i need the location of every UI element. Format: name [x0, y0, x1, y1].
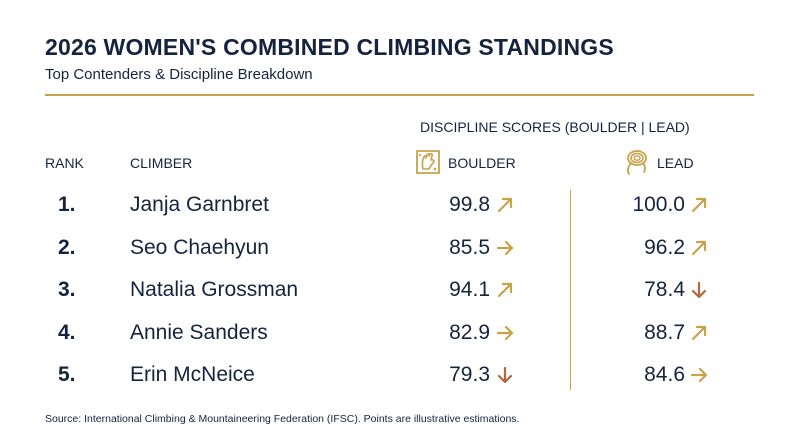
boulder-column-header: BOULDER [448, 155, 516, 171]
rank-cell: 2. [58, 235, 76, 259]
climber-name: Seo Chaehyun [130, 235, 269, 259]
discipline-group-header: DISCIPLINE SCORES (BOULDER | LEAD) [420, 119, 690, 135]
lead-score: 96.2 [644, 235, 685, 259]
trend-flat-icon [690, 367, 708, 383]
trend-up-icon [691, 325, 707, 340]
lead-column-header: LEAD [657, 155, 694, 171]
trend-up-icon [497, 197, 513, 213]
boulder-score: 82.9 [449, 320, 490, 344]
lead-score: 78.4 [644, 278, 685, 301]
discipline-divider [570, 190, 571, 390]
trend-down-icon [691, 281, 707, 299]
climber-name: Natalia Grossman [130, 278, 299, 301]
lead-score: 100.0 [632, 193, 685, 216]
table-row: 5. Erin McNeice 79.3 84.6 [0, 363, 800, 403]
table-row: 4. Annie Sanders 82.9 88.7 [0, 321, 800, 361]
trend-up-icon [691, 197, 707, 213]
trend-down-icon [497, 366, 513, 384]
trend-up-icon [497, 282, 513, 298]
climber-column-header: CLIMBER [130, 155, 193, 171]
page-subtitle: Top Contenders & Discipline Breakdown [45, 66, 313, 83]
climber-name: Erin McNeice [130, 363, 255, 386]
climber-name: Annie Sanders [130, 320, 268, 344]
lead-score: 84.6 [644, 363, 685, 386]
trend-flat-icon [496, 325, 514, 340]
lead-score: 88.7 [644, 320, 685, 344]
climber-name: Janja Garnbret [130, 193, 269, 216]
table-row: 2. Seo Chaehyun 85.5 96.2 [0, 236, 800, 276]
rank-column-header: RANK [45, 155, 84, 171]
trend-up-icon [691, 240, 707, 255]
table-row: 3. Natalia Grossman 94.1 78.4 [0, 278, 800, 318]
trend-flat-icon [496, 240, 514, 255]
climbing-hold-icon [416, 150, 440, 174]
table-row: 1. Janja Garnbret 99.8 100.0 [0, 193, 800, 233]
rank-cell: 1. [58, 193, 76, 216]
rank-cell: 4. [58, 320, 76, 344]
rope-coil-icon [627, 150, 647, 175]
boulder-score: 94.1 [449, 278, 490, 301]
title-divider [45, 94, 754, 96]
boulder-score: 79.3 [449, 363, 490, 386]
page-title: 2026 WOMEN'S COMBINED CLIMBING STANDINGS [45, 34, 614, 60]
rank-cell: 5. [58, 363, 76, 386]
source-note: Source: International Climbing & Mountai… [45, 413, 520, 425]
rank-cell: 3. [58, 278, 76, 301]
boulder-score: 99.8 [449, 193, 490, 216]
boulder-score: 85.5 [449, 235, 490, 259]
